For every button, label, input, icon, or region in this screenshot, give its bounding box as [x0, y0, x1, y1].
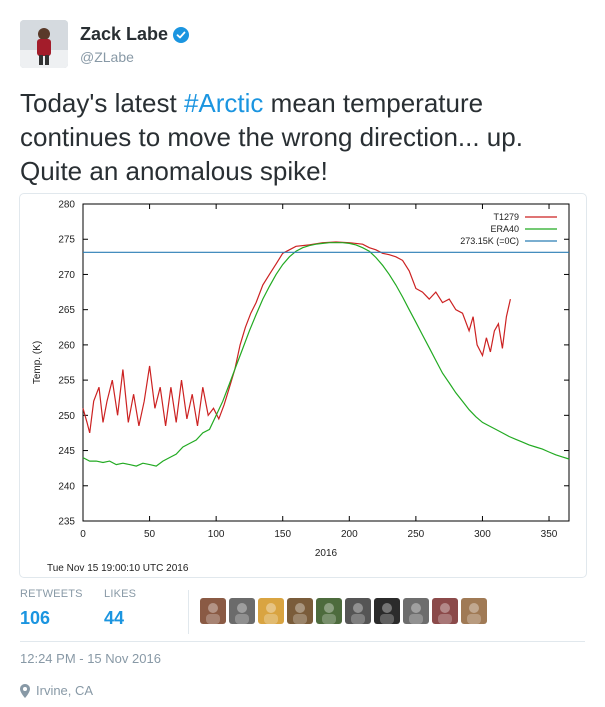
legend-label: T1279 [493, 212, 519, 222]
series-line [82, 241, 511, 434]
likes-label: LIKES [104, 588, 137, 600]
liker-avatar[interactable] [432, 598, 458, 624]
y-tick-label: 260 [58, 340, 75, 351]
chart-timestamp: Tue Nov 15 19:00:10 UTC 2016 [47, 563, 189, 574]
tweet-location[interactable]: Irvine, CA [20, 683, 93, 698]
location-pin-icon [20, 683, 30, 698]
avatar-image [20, 20, 68, 68]
liker-avatar[interactable] [258, 598, 284, 624]
tweet-timestamp[interactable]: 12:24 PM - 15 Nov 2016 [20, 651, 161, 666]
y-tick-label: 265 [58, 305, 75, 316]
x-tick-label: 150 [274, 529, 291, 540]
user-name[interactable]: Zack Labe [80, 24, 190, 45]
retweets-count[interactable]: 106 [20, 608, 51, 628]
liker-avatar[interactable] [461, 598, 487, 624]
liker-avatar[interactable] [345, 598, 371, 624]
tweet-text-part: mean temperature continues to move the w… [20, 88, 523, 186]
plot-frame [82, 203, 570, 522]
liker-avatar[interactable] [374, 598, 400, 624]
y-tick-label: 250 [58, 411, 75, 422]
liker-avatar[interactable] [316, 598, 342, 624]
temperature-chart: Tue Nov 15 19:00:10 UTC 2016 235 240 245 25… [32, 200, 570, 574]
x-tick-label: 50 [144, 529, 156, 540]
likers-avatars [200, 598, 487, 624]
liker-avatar[interactable] [403, 598, 429, 624]
user-handle[interactable]: @ZLabe [80, 49, 134, 65]
liker-avatar[interactable] [200, 598, 226, 624]
y-tick-label: 280 [58, 200, 75, 211]
divider [20, 641, 585, 642]
x-axis-label: 2016 [315, 548, 338, 559]
likes-count[interactable]: 44 [104, 608, 125, 628]
series-line [82, 242, 570, 467]
y-tick-label: 240 [58, 481, 75, 492]
x-tick-label: 250 [408, 529, 425, 540]
x-tick-label: 100 [208, 529, 225, 540]
tweet-media-chart[interactable]: Tue Nov 15 19:00:10 UTC 2016 235 240 245 25… [19, 193, 587, 578]
x-tick-label: 200 [341, 529, 358, 540]
x-tick-label: 300 [474, 529, 491, 540]
legend-label: 273.15K (=0C) [460, 236, 519, 246]
liker-avatar[interactable] [229, 598, 255, 624]
stats-divider [188, 590, 189, 634]
location-text: Irvine, CA [36, 683, 94, 698]
x-tick-label: 350 [541, 529, 558, 540]
x-tick-label: 0 [80, 529, 86, 540]
tweet-text: Today's latest #Arctic mean temperature … [20, 86, 585, 188]
y-tick-label: 255 [58, 376, 75, 387]
user-name-text: Zack Labe [80, 24, 169, 44]
hashtag-link[interactable]: #Arctic [183, 88, 264, 118]
tweet-text-part: Today's latest [20, 88, 177, 118]
y-tick-label: 235 [58, 517, 75, 528]
retweets-label: RETWEETS [20, 588, 83, 600]
y-tick-label: 270 [58, 270, 75, 281]
y-axis-label: Temp. (K) [32, 341, 43, 384]
y-tick-label: 275 [58, 235, 75, 246]
legend-label: ERA40 [490, 224, 519, 234]
y-tick-label: 245 [58, 446, 75, 457]
liker-avatar[interactable] [287, 598, 313, 624]
verified-badge-icon [173, 26, 190, 43]
user-avatar[interactable] [20, 20, 68, 68]
